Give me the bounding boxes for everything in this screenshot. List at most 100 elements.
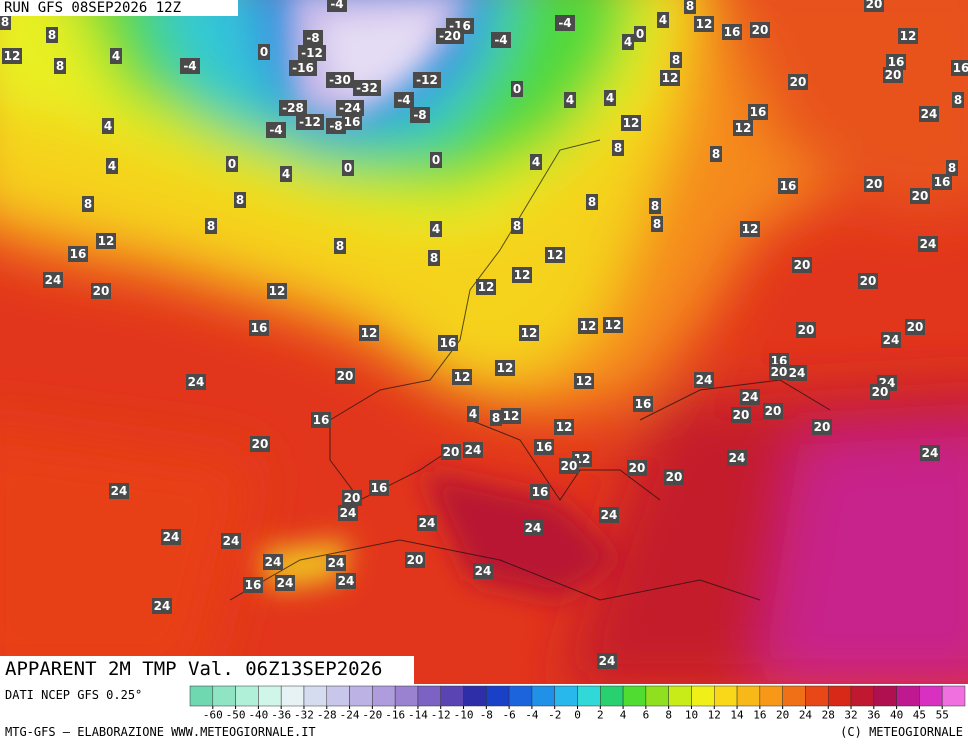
label-box [43,272,63,288]
temperature-label: 16 [724,25,741,39]
temperature-label: 16 [344,115,361,129]
label-box [660,70,680,86]
temperature-label: -32 [356,81,378,95]
label-box [353,80,381,96]
colorbar-tick-label: 24 [799,709,813,722]
temperature-label: 4 [566,93,574,107]
colorbar-tick-label: -40 [248,709,268,722]
label-box [554,419,574,435]
label-box [534,439,554,455]
temperature-label: 24 [419,516,436,530]
temperature-label: 20 [866,0,883,11]
temperature-label: 12 [269,284,286,298]
label-box [410,107,430,123]
temperature-label: 4 [532,155,540,169]
temperature-label: 8 [430,251,438,265]
temperature-label: 24 [883,333,900,347]
label-box [946,160,958,176]
label-box [905,319,925,335]
label-box [68,246,88,262]
label-box [342,490,362,506]
label-box [733,120,753,136]
label-box [394,92,414,108]
temperature-label: 24 [154,599,171,613]
label-box [336,573,356,589]
map-title: APPARENT 2M TMP Val. 06Z13SEP2026 [5,658,383,680]
temperature-label: 20 [771,365,788,379]
label-box [657,12,669,28]
temperature-label: 4 [624,35,632,49]
temperature-label: 12 [900,29,917,43]
temperature-label: 24 [163,530,180,544]
temperature-label: 12 [605,318,622,332]
temperature-label: 0 [260,45,268,59]
label-box [452,369,472,385]
colorbar-cell [508,685,533,707]
temperature-label: 8 [686,0,694,13]
colorbar-cell [258,685,282,707]
label-box [110,48,122,64]
colorbar-cell [531,685,555,707]
label-box [612,140,624,156]
label-box [258,44,270,60]
colorbar-cell [349,685,373,707]
temperature-label: 4 [469,407,477,421]
label-box [428,250,440,266]
colorbar-cell [326,685,350,707]
temperature-label: 12 [623,116,640,130]
temperature-label: 8 [492,411,500,425]
temperature-label: 16 [440,336,457,350]
label-box [722,24,742,40]
label-box [441,444,461,460]
temperature-label: 24 [465,443,482,457]
temperature-label: 24 [277,576,294,590]
label-box [586,194,598,210]
label-box [221,533,241,549]
colorbar-cell [645,685,669,707]
colorbar-tick-label: -28 [317,709,337,722]
colorbar-tick-label: 4 [620,709,627,722]
label-box [303,30,323,46]
label-box [578,318,598,334]
colorbar-cell [896,685,920,707]
temperature-label: 0 [228,157,236,171]
colorbar-cell [303,685,328,707]
temperature-label: 4 [282,167,290,181]
temperature-label: 12 [98,234,115,248]
label-box [327,0,347,12]
colorbar-cell [235,685,259,707]
label-box [263,554,283,570]
label-box [599,507,619,523]
label-box [787,365,807,381]
temperature-label: 4 [432,222,440,236]
colorbar-cell [736,685,761,707]
colorbar-tick-label: -36 [271,709,291,722]
label-box [864,176,884,192]
temperature-label: 8 [712,147,720,161]
label-box [792,257,812,273]
temperature-label: 12 [497,361,514,375]
temperature-label: -4 [269,123,282,137]
temperature-label: 24 [223,534,240,548]
temperature-label: 24 [922,446,939,460]
temperature-label: 8 [614,141,622,155]
temperature-label: 8 [948,161,956,175]
temperature-label: 8 [236,193,244,207]
temperature-label: 8 [588,195,596,209]
temperature-label: 20 [443,445,460,459]
label-box [161,529,181,545]
label-box [684,0,696,14]
colorbar-cell [212,685,236,707]
colorbar-cell [805,685,829,707]
colorbar-tick-label: 45 [913,709,926,722]
temperature-label: 16 [536,440,553,454]
colorbar-tick-label: 55 [936,709,949,722]
temperature-label: 12 [503,409,520,423]
colorbar-cell [554,685,578,707]
label-box [952,92,964,108]
label-box [727,450,747,466]
label-box [870,384,890,400]
label-box [46,27,58,43]
colorbar-cell [919,685,943,707]
